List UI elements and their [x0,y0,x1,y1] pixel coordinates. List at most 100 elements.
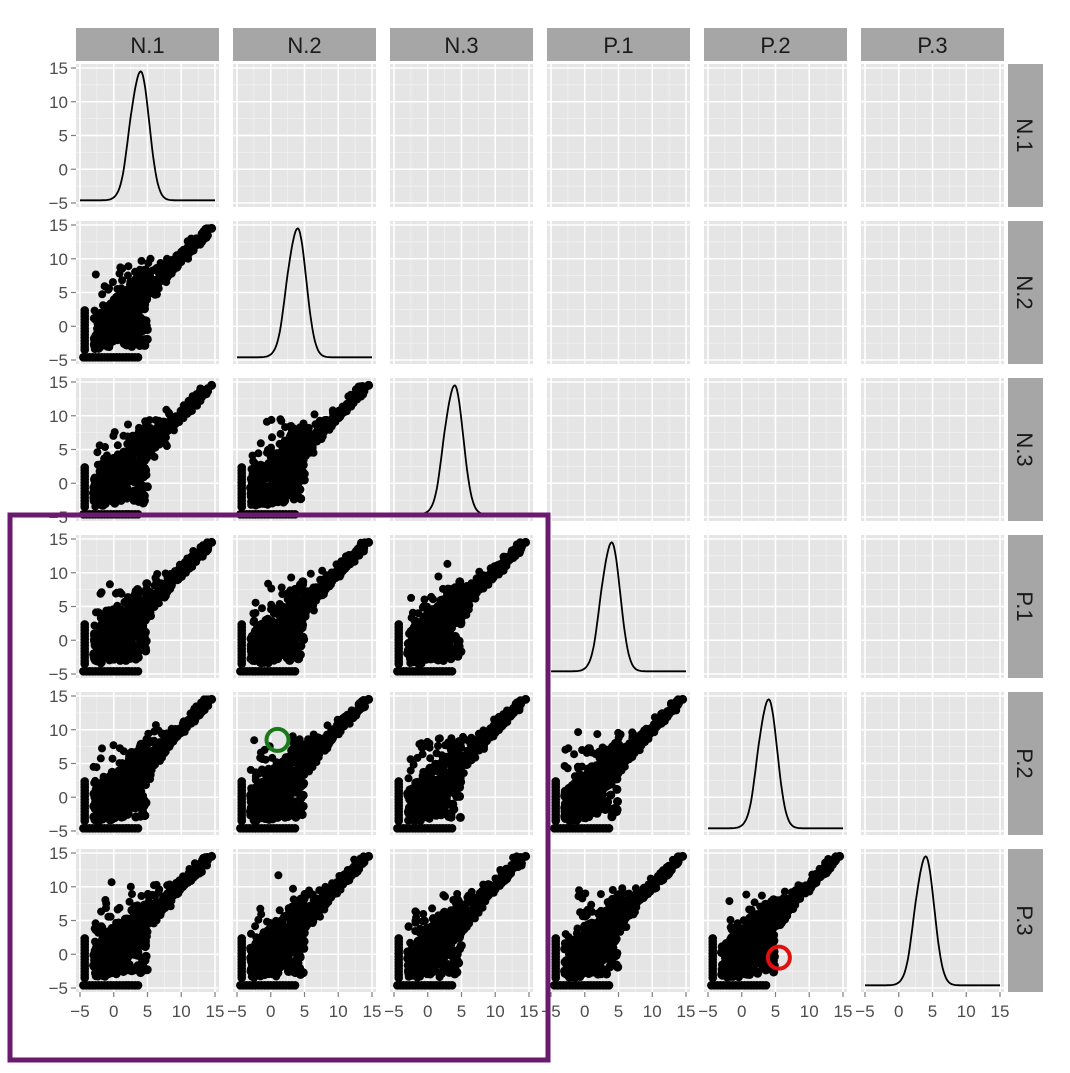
scatter-point [130,448,140,458]
scatter-point [123,439,133,449]
scatter-point [258,604,266,613]
scatter-point [80,620,90,629]
scatter-point [108,754,117,763]
scatter-point [119,447,129,457]
scatter-point [481,571,489,580]
scatter-point [258,468,267,478]
scatter-point [138,449,148,459]
scatter-point [133,824,143,833]
scatter-point [90,621,99,630]
scatter-point [290,667,300,676]
scatter-point [153,597,162,606]
scatter-point [414,640,424,650]
scatter-point [120,639,130,649]
scatter-point [267,459,277,469]
scatter-point [119,622,128,632]
scatter-point [407,613,416,622]
row-strip-n1 [1008,64,1043,207]
scatter-point [98,290,107,299]
scatter-point [80,777,90,786]
scatter-point [256,496,266,506]
scatter-point [306,569,315,578]
scatter-point [445,605,455,615]
scatter-point [96,318,106,328]
scatter-point [309,583,318,592]
scatter-point [315,416,324,425]
density-curve [237,227,372,359]
scatter-point [133,667,143,676]
scatter-point [276,448,286,458]
scatter-point [298,620,308,630]
row-strip-n3 [1008,378,1043,521]
scatter-point [133,585,143,594]
row-strip-p2 [1008,692,1043,835]
max-point [364,537,374,547]
scatter-point [346,392,355,401]
scatter-point [144,259,153,267]
scatter-point [282,478,292,488]
scatter-point [258,652,268,662]
scatter-point [90,479,100,489]
scatter-point [130,651,140,661]
row-strip-p1 [1008,535,1043,678]
scatter-point [434,572,443,581]
panel-n1-n1 [76,64,219,207]
scatter-point [119,431,128,440]
scatter-point [102,616,111,626]
scatter-point [477,582,486,591]
scatter-point [135,640,145,650]
scatter-point [129,608,139,618]
scatter-point [153,589,162,598]
scatter-point [178,727,187,735]
scatter-point [169,265,178,274]
scatter-point [405,629,415,639]
scatter-point [273,497,283,506]
scatter-point [169,735,178,744]
scatter-point [131,267,140,276]
scatter-point [298,580,308,589]
column-strip-p2 [704,28,847,61]
panel-n3-p3 [861,378,1004,521]
scatter-point [113,653,123,663]
scatter-point [138,596,148,606]
scatter-point [196,240,205,249]
scatter-point [120,597,130,607]
scatter-point [113,441,122,450]
panel-n2-p2 [704,221,847,364]
scatter-point [516,545,525,554]
scatter-point [449,617,459,627]
scatter-point [306,431,315,439]
scatter-point [142,579,152,589]
scatter-point [394,620,404,629]
scatter-point [256,477,265,487]
scatter-point [310,410,319,419]
column-strip-n2 [233,28,376,61]
panel-n3-n1 [76,378,219,521]
scatter-point [309,601,318,610]
scatter-point [115,319,125,329]
scatter-point [116,263,125,272]
scatter-point [439,630,449,640]
scatter-point [180,407,189,416]
panel-p1-n3 [390,535,533,678]
scatter-point [295,595,305,605]
scatter-point [109,431,118,440]
scatter-point [170,255,179,264]
row-strip-n2 [1008,221,1043,364]
scatter-point [295,463,305,473]
row-strip-label: P.1 [1012,591,1037,621]
max-point [521,537,531,547]
scatter-point [237,620,247,629]
scatter-point [509,553,518,562]
scatter-point [157,430,165,439]
max-point [207,537,217,547]
scatter-point [350,557,359,566]
scatter-point [162,442,171,450]
scatter-point [98,744,106,753]
scatter-point [277,649,287,659]
scatter-point [188,246,197,255]
scatter-point [151,573,160,582]
scatter-point [256,439,265,448]
scatter-point [103,639,113,649]
